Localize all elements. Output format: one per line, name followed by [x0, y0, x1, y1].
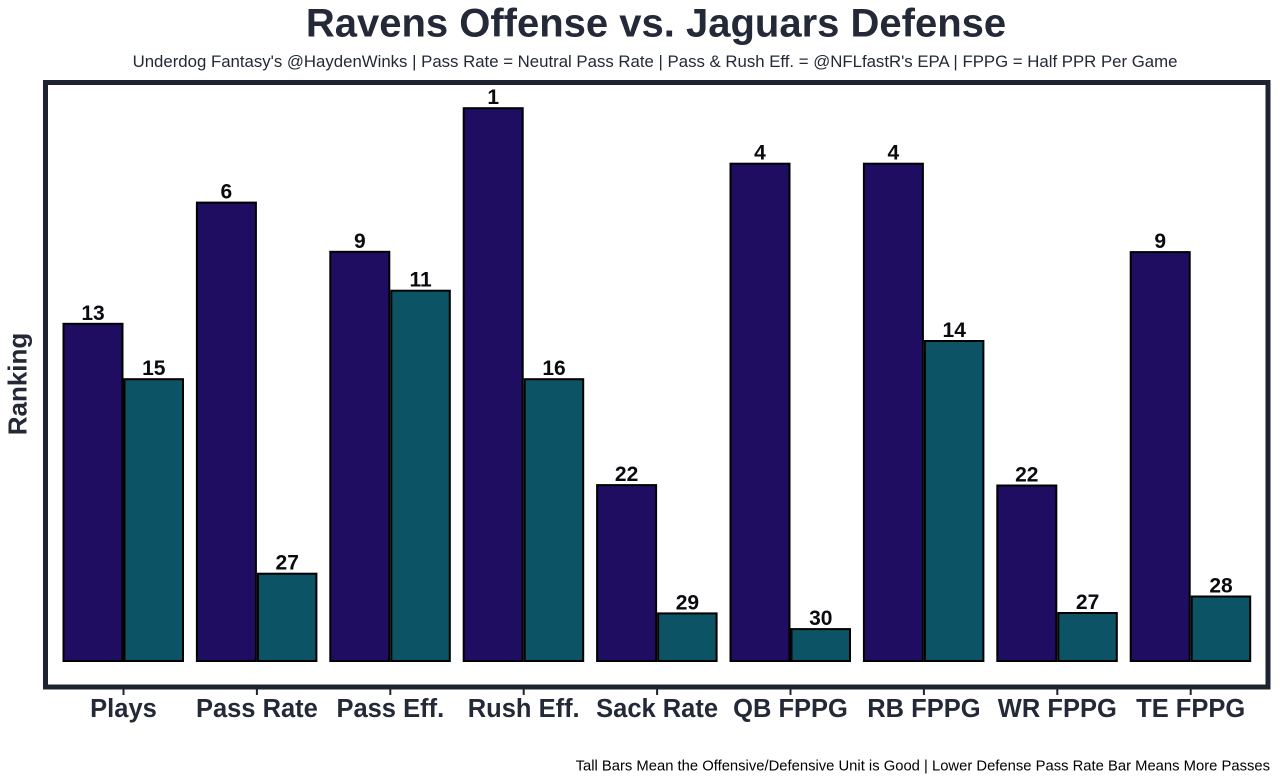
svg-text:Ravens Offense vs. Jaguars Def: Ravens Offense vs. Jaguars Defense	[306, 2, 1006, 46]
svg-text:6: 6	[221, 181, 233, 204]
svg-text:30: 30	[809, 607, 832, 630]
svg-text:QB FPPG: QB FPPG	[733, 695, 848, 723]
svg-text:Tall Bars Mean the Offensive/D: Tall Bars Mean the Offensive/Defensive U…	[576, 759, 1270, 775]
svg-text:13: 13	[81, 302, 104, 325]
svg-text:9: 9	[354, 230, 366, 253]
svg-text:4: 4	[754, 142, 766, 165]
svg-text:1: 1	[487, 86, 499, 109]
svg-text:16: 16	[542, 357, 565, 380]
svg-text:RB FPPG: RB FPPG	[867, 695, 980, 723]
svg-text:9: 9	[1154, 230, 1166, 253]
svg-text:22: 22	[615, 463, 638, 486]
svg-text:27: 27	[1076, 591, 1099, 614]
svg-text:15: 15	[142, 357, 166, 380]
svg-text:Ranking: Ranking	[3, 333, 33, 436]
svg-text:22: 22	[1015, 464, 1038, 487]
svg-text:Pass Rate: Pass Rate	[196, 695, 318, 723]
svg-text:Underdog Fantasy's @HaydenWink: Underdog Fantasy's @HaydenWinks | Pass R…	[133, 52, 1178, 71]
svg-text:Plays: Plays	[90, 695, 157, 723]
svg-text:WR FPPG: WR FPPG	[998, 695, 1117, 723]
svg-text:4: 4	[888, 142, 900, 165]
svg-text:28: 28	[1209, 575, 1233, 598]
svg-text:27: 27	[276, 552, 299, 575]
svg-text:TE FPPG: TE FPPG	[1136, 695, 1245, 723]
svg-text:Sack Rate: Sack Rate	[596, 695, 718, 723]
svg-text:11: 11	[409, 269, 432, 292]
svg-text:Pass Eff.: Pass Eff.	[336, 695, 444, 723]
svg-text:29: 29	[676, 591, 699, 614]
svg-text:Rush Eff.: Rush Eff.	[468, 695, 580, 723]
svg-text:14: 14	[943, 319, 967, 342]
